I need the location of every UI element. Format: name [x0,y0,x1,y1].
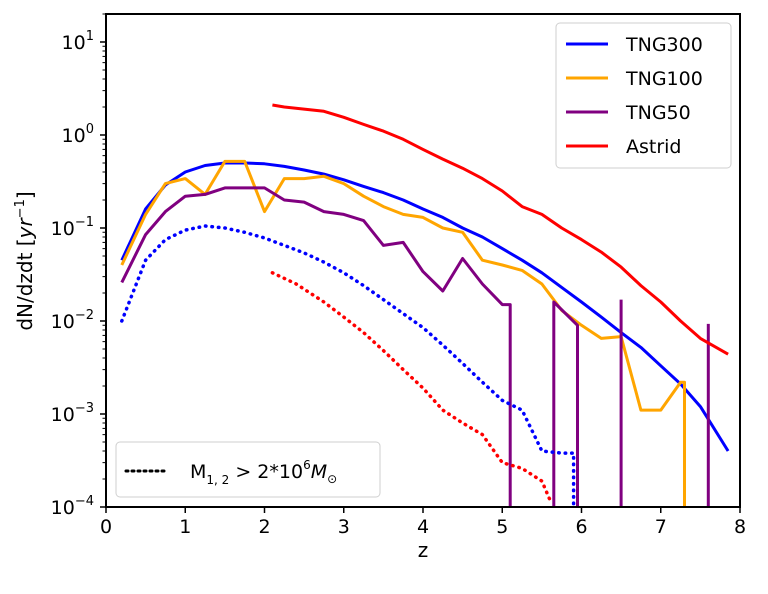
y-tick-label: 101 [62,29,94,54]
legend-box [555,22,732,169]
legend-threshold-msun: M [311,461,327,483]
legend-threshold-exp: 6 [303,458,311,472]
x-tick-label: 5 [496,516,508,538]
y-tick-label: 10−4 [51,494,94,519]
legend-items: TNG300 TNG100 TNG50 Astrid [566,34,703,158]
y-tick-label: 10−2 [51,308,94,333]
y-axis-ticks: 101 100 10−1 10−2 10−3 10−4 [51,13,106,519]
legend-label-tng100: TNG100 [625,68,703,90]
series-tng50-line [120,186,512,507]
legend-threshold-box [115,441,381,498]
x-axis-title: z [418,538,429,562]
series-astrid-line [272,103,729,356]
y-axis-title-exponent: −1 [13,199,28,218]
legend-threshold-gt: > 2*10 [229,461,303,483]
legend-threshold-label: M1, 2 > 2*106M⊙ [190,458,337,487]
series-lines [120,103,730,507]
legend: TNG300 TNG100 TNG50 Astrid [555,22,732,169]
x-tick-label: 6 [575,516,587,538]
series-tng50-line-segment-1 [552,300,579,507]
x-tick-label: 4 [417,516,429,538]
x-axis-ticks: 0 1 2 3 4 5 6 7 8 [100,507,746,538]
series-tng300-line [120,161,730,452]
x-tick-label: 0 [100,516,112,538]
x-tick-label: 1 [179,516,191,538]
y-tick-label: 10−1 [51,215,94,240]
x-tick-label: 7 [655,516,667,538]
legend-label-astrid: Astrid [626,136,682,158]
legend-threshold: M1, 2 > 2*106M⊙ [115,441,381,498]
series-tng300-m1-2-2-10-6-msun-dotted-line [120,224,576,507]
legend-label-tng300: TNG300 [625,34,703,56]
legend-threshold-m: M [190,461,206,483]
x-tick-label: 3 [338,516,350,538]
y-axis-title-prefix: dN/dzdt [ [13,238,37,330]
x-tick-label: 2 [258,516,270,538]
y-axis-title-unit: yr [13,217,37,240]
legend-threshold-sun: ⊙ [327,472,337,486]
legend-label-tng50: TNG50 [625,102,691,124]
x-tick-label: 8 [734,516,746,538]
legend-threshold-m-sub: 1, 2 [206,473,229,487]
y-tick-label: 10−3 [51,401,94,426]
y-axis-title: dN/dzdt [yr−1] [13,191,37,330]
y-tick-label: 100 [62,122,94,147]
y-axis-title-suffix: ] [13,191,37,199]
